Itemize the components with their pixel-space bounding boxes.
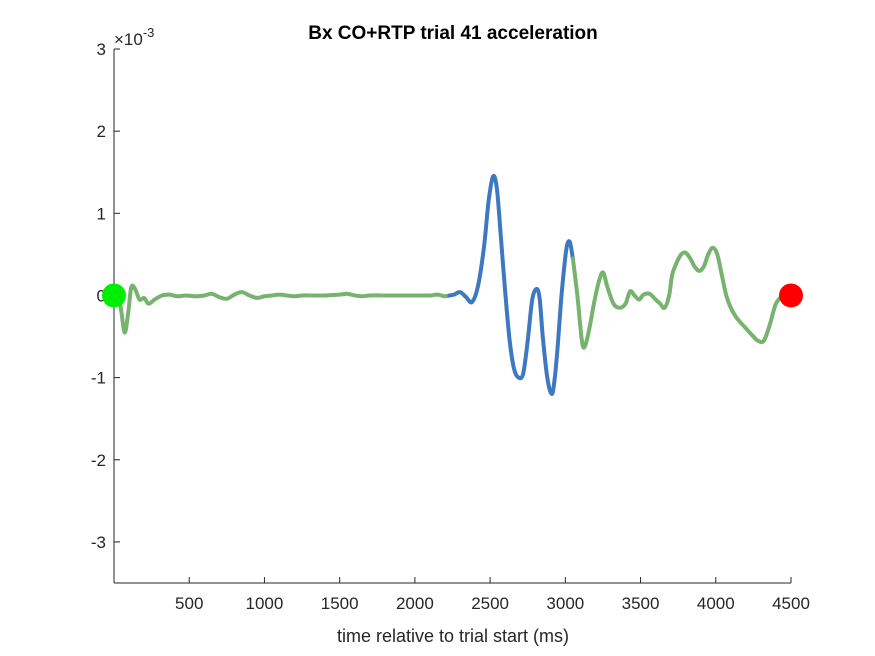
y-tick-label: -2 [91,451,106,470]
x-tick-label: 4000 [697,594,735,613]
series-line-0 [112,283,452,335]
start-marker [102,283,126,308]
x-tick-label: 1000 [246,594,284,613]
y-exponent-base: ×10 [114,30,143,49]
x-axis-label: time relative to trial start (ms) [337,626,569,646]
y-tick-label: -3 [91,533,106,552]
y-tick-label: 1 [97,204,106,223]
chart-title: Bx CO+RTP trial 41 acceleration [308,23,598,44]
x-tick-label: 1500 [321,594,359,613]
y-tick-label: 0 [97,286,106,305]
x-tick-label: 2000 [396,594,434,613]
x-tick-label: 2500 [471,594,509,613]
y-exponent-label: ×10-3 [114,25,154,49]
plot-area [114,49,791,583]
y-tick-label: -1 [91,369,106,388]
x-tick-label: 500 [175,594,203,613]
series-layer [112,173,793,397]
x-tick-label: 4500 [772,594,810,613]
y-tick-label: 2 [97,122,106,141]
y-tick-label: 3 [97,40,106,59]
y-exponent-power: -3 [143,25,155,40]
series-line-1 [447,173,575,397]
x-tick-label: 3500 [622,594,660,613]
x-ticks: 500 1000 1500 2000 2500 3000 3500 4000 4500 [175,577,810,613]
x-tick-label: 3000 [546,594,584,613]
y-ticks: 3 2 1 0 -1 -2 -3 [91,40,120,552]
marker-layer [102,283,803,308]
end-marker [779,283,803,308]
series-line-2 [570,245,793,350]
